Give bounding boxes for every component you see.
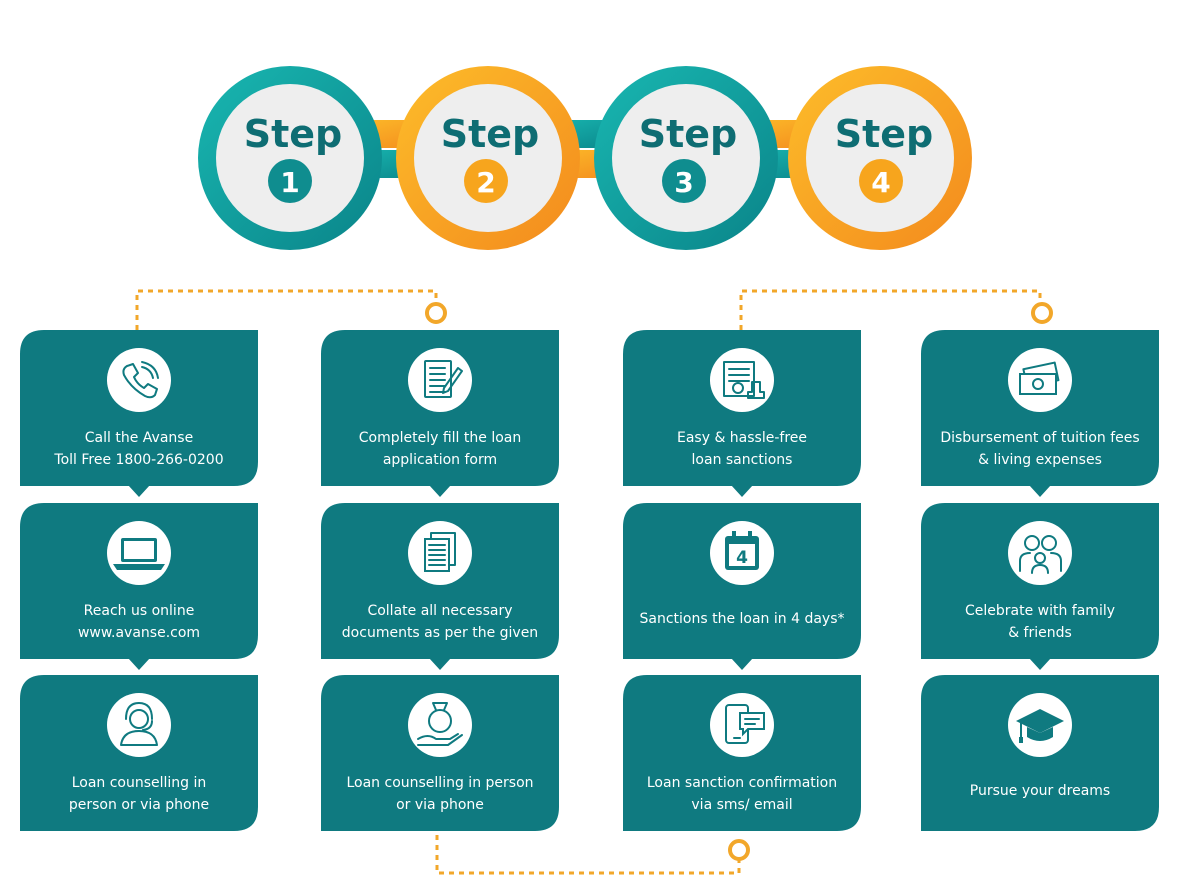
- step-3-box-2: 4 Sanctions the loan in 4 days*: [623, 503, 861, 670]
- step-2: Step 2: [396, 66, 580, 250]
- step-boxes: Call the Avanse Toll Free 1800-266-0200 Re…: [20, 330, 1159, 831]
- connector-ring-col2-top: [425, 302, 447, 324]
- calendar-icon: 4: [725, 531, 759, 570]
- cash-icon: [1019, 361, 1060, 395]
- box-text-line: Toll Free 1800-266-0200: [53, 452, 223, 468]
- step-1-box-1: Call the Avanse Toll Free 1800-266-0200: [20, 330, 258, 497]
- money-bag-hand-icon: [417, 702, 463, 746]
- dotted-connectors: [135, 289, 1042, 875]
- box-text-line: Disbursement of tuition fees: [940, 430, 1139, 446]
- box-text-line: Sanctions the loan in 4 days*: [640, 611, 845, 627]
- step-1-number: 1: [280, 166, 299, 199]
- step-3-box-1: Easy & hassle-free loan sanctions: [623, 330, 861, 497]
- step-4-box-1: Disbursement of tuition fees & living exp…: [921, 330, 1159, 497]
- step-1-disc: [216, 84, 364, 232]
- box-text-line: Celebrate with family: [965, 603, 1115, 619]
- step-4-number: 4: [871, 166, 890, 199]
- family-icon: [1019, 535, 1062, 574]
- connector-ring-col4-top: [1031, 302, 1053, 324]
- step-2-box-3: Loan counselling in person or via phone: [321, 675, 559, 831]
- box-pointer: [429, 658, 451, 670]
- step-2-badge: [464, 159, 508, 203]
- box-text-line: www.avanse.com: [78, 625, 200, 641]
- box-text-line: Loan counselling in person: [346, 775, 533, 791]
- graduation-cap-icon: [1016, 709, 1064, 743]
- connector-ring-col3-bottom: [728, 839, 750, 861]
- step-4-label: Step: [835, 112, 934, 156]
- box-text-line: & friends: [1008, 625, 1072, 641]
- step-3: Step 3: [594, 66, 778, 250]
- box-pointer: [128, 658, 150, 670]
- step-1-box-2: Reach us online www.avanse.com: [20, 503, 258, 670]
- step-1-box-3: Loan counselling in person or via phone: [20, 675, 258, 831]
- box-text-line: or via phone: [396, 797, 484, 813]
- step-circles: Step 1 Step 2 Step 3 Step 4: [198, 66, 972, 250]
- step-1-label: Step: [244, 112, 343, 156]
- mobile-message-icon: [725, 704, 765, 744]
- box-text-line: Call the Avanse: [85, 430, 193, 446]
- box-text-line: Easy & hassle-free: [677, 430, 807, 446]
- step-2-disc: [414, 84, 562, 232]
- step-1: Step 1: [198, 66, 382, 250]
- box-text-line: Loan counselling in: [72, 775, 207, 791]
- step-2-label: Step: [441, 112, 540, 156]
- box-text-line: person or via phone: [69, 797, 209, 813]
- counsellor-headset-icon: [120, 702, 158, 746]
- step-4-box-2: Celebrate with family & friends: [921, 503, 1159, 670]
- connector-col2-col3: [435, 835, 741, 875]
- step-3-badge: [662, 159, 706, 203]
- box-pointer: [731, 658, 753, 670]
- application-form-icon: [424, 360, 463, 398]
- box-text-line: via sms/ email: [691, 797, 792, 813]
- connector-col3-col4: [739, 289, 1042, 330]
- icon-circle: [107, 348, 171, 412]
- connector-col1-col2: [135, 289, 438, 330]
- laptop-icon: [113, 538, 165, 570]
- documents-icon: [424, 532, 456, 572]
- step-3-number: 3: [674, 166, 693, 199]
- box-text-line: Collate all necessary: [367, 603, 512, 619]
- box-text-line: Reach us online: [84, 603, 195, 619]
- box-text-line: loan sanctions: [692, 452, 793, 468]
- step-4-box-3: Pursue your dreams: [921, 675, 1159, 831]
- step-3-disc: [612, 84, 760, 232]
- box-pointer: [1029, 485, 1051, 497]
- connector-rings: [425, 302, 1053, 861]
- step-1-badge: [268, 159, 312, 203]
- box-pointer: [429, 485, 451, 497]
- box-pointer: [1029, 658, 1051, 670]
- step-3-label: Step: [639, 112, 738, 156]
- step-4-disc: [806, 84, 954, 232]
- box-pointer: [128, 485, 150, 497]
- step-4-badge: [859, 159, 903, 203]
- box-pointer: [731, 485, 753, 497]
- box-text-line: Loan sanction confirmation: [647, 775, 837, 791]
- phone-icon: [122, 361, 159, 399]
- step-2-box-2: Collate all necessary documents as per th…: [321, 503, 559, 670]
- calendar-number: 4: [736, 548, 748, 568]
- box-text-line: Completely fill the loan: [359, 430, 521, 446]
- step-4: Step 4: [788, 66, 972, 250]
- step-2-number: 2: [476, 166, 495, 199]
- step-2-box-1: Completely fill the loan application form: [321, 330, 559, 497]
- box-text-line: documents as per the given: [342, 625, 538, 641]
- box-text-line: application form: [383, 452, 497, 468]
- box-text-line: Pursue your dreams: [970, 783, 1110, 799]
- box-text-line: & living expenses: [978, 452, 1102, 468]
- icon-circle: [408, 693, 472, 757]
- sanction-certificate-icon: [723, 361, 765, 399]
- step-3-box-3: Loan sanction confirmation via sms/ email: [623, 675, 861, 831]
